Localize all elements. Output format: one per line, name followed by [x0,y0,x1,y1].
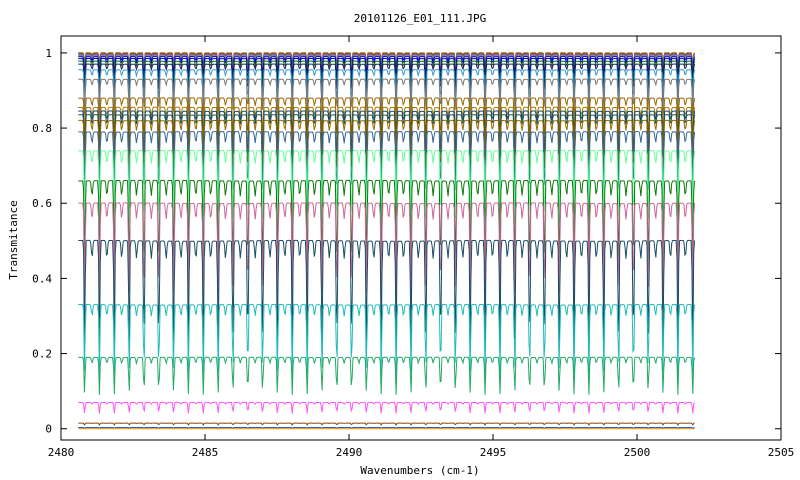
x-tick-label: 2495 [480,446,507,459]
series-line [78,55,696,75]
x-tick-label: 2480 [48,446,75,459]
series-line [78,131,696,204]
x-tick-label: 2500 [624,446,651,459]
axis-layer: 2480 2485 2490 2495 2500 2505 0 0.2 0.4 0.6 0.8 1 [32,36,794,459]
series-line [78,53,696,67]
series-line [78,114,696,176]
x-tick-label: 2485 [192,446,219,459]
series-line [78,57,696,85]
series-line [78,179,696,279]
chart-title: 20101126_E01_111.JPG [354,12,486,25]
series-line [78,119,696,185]
x-tick-label: 2490 [336,446,363,459]
y-tick-label: 0.8 [32,122,52,135]
series-line [78,401,696,414]
x-tick-label: 2505 [768,446,795,459]
series-line [78,422,695,426]
x-axis-label: Wavenumbers (cm-1) [360,464,479,477]
series-line [78,97,696,147]
series-line [78,53,696,70]
series-line [78,69,696,108]
series-line [78,149,696,234]
series-line [78,60,696,92]
y-tick-label: 0.6 [32,197,52,210]
plot-area-frame [60,35,782,441]
series-line [78,239,696,354]
series-line [78,54,696,73]
series-line [78,78,696,117]
y-tick-label: 0.4 [32,272,52,285]
series-line [78,303,696,377]
y-tick-label: 0.2 [32,348,52,361]
series-line [78,356,696,395]
series-line [78,427,695,429]
y-tick-label: 1 [45,47,52,60]
series-line [78,56,696,80]
series-layer [78,52,696,430]
y-axis-label: Transmitance [7,200,20,279]
series-line [78,110,696,168]
series-line [78,202,696,305]
series-line [78,52,696,65]
y-tick-label: 0 [45,423,52,436]
series-line [78,106,696,161]
series-line [78,63,696,99]
